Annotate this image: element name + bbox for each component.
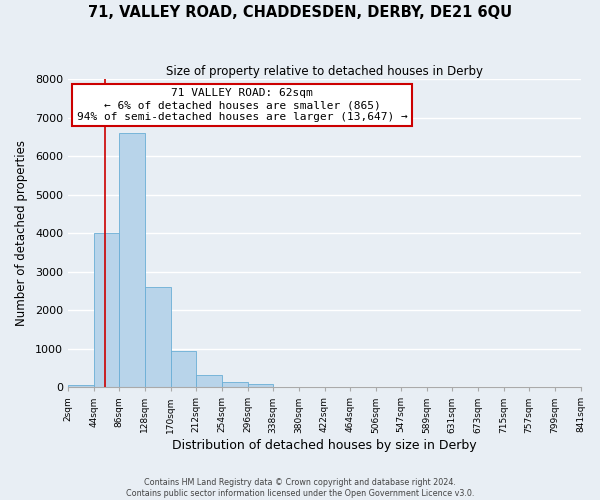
Bar <box>68 385 94 387</box>
Bar <box>222 382 248 387</box>
Title: Size of property relative to detached houses in Derby: Size of property relative to detached ho… <box>166 65 483 78</box>
Bar <box>119 133 145 387</box>
Text: 71, VALLEY ROAD, CHADDESDEN, DERBY, DE21 6QU: 71, VALLEY ROAD, CHADDESDEN, DERBY, DE21… <box>88 5 512 20</box>
Bar <box>145 287 170 387</box>
Bar <box>94 233 119 387</box>
Text: 71 VALLEY ROAD: 62sqm
← 6% of detached houses are smaller (865)
94% of semi-deta: 71 VALLEY ROAD: 62sqm ← 6% of detached h… <box>77 88 407 122</box>
Bar <box>170 350 196 387</box>
Bar <box>196 375 222 387</box>
X-axis label: Distribution of detached houses by size in Derby: Distribution of detached houses by size … <box>172 440 476 452</box>
Bar <box>248 384 273 387</box>
Y-axis label: Number of detached properties: Number of detached properties <box>15 140 28 326</box>
Text: Contains HM Land Registry data © Crown copyright and database right 2024.
Contai: Contains HM Land Registry data © Crown c… <box>126 478 474 498</box>
